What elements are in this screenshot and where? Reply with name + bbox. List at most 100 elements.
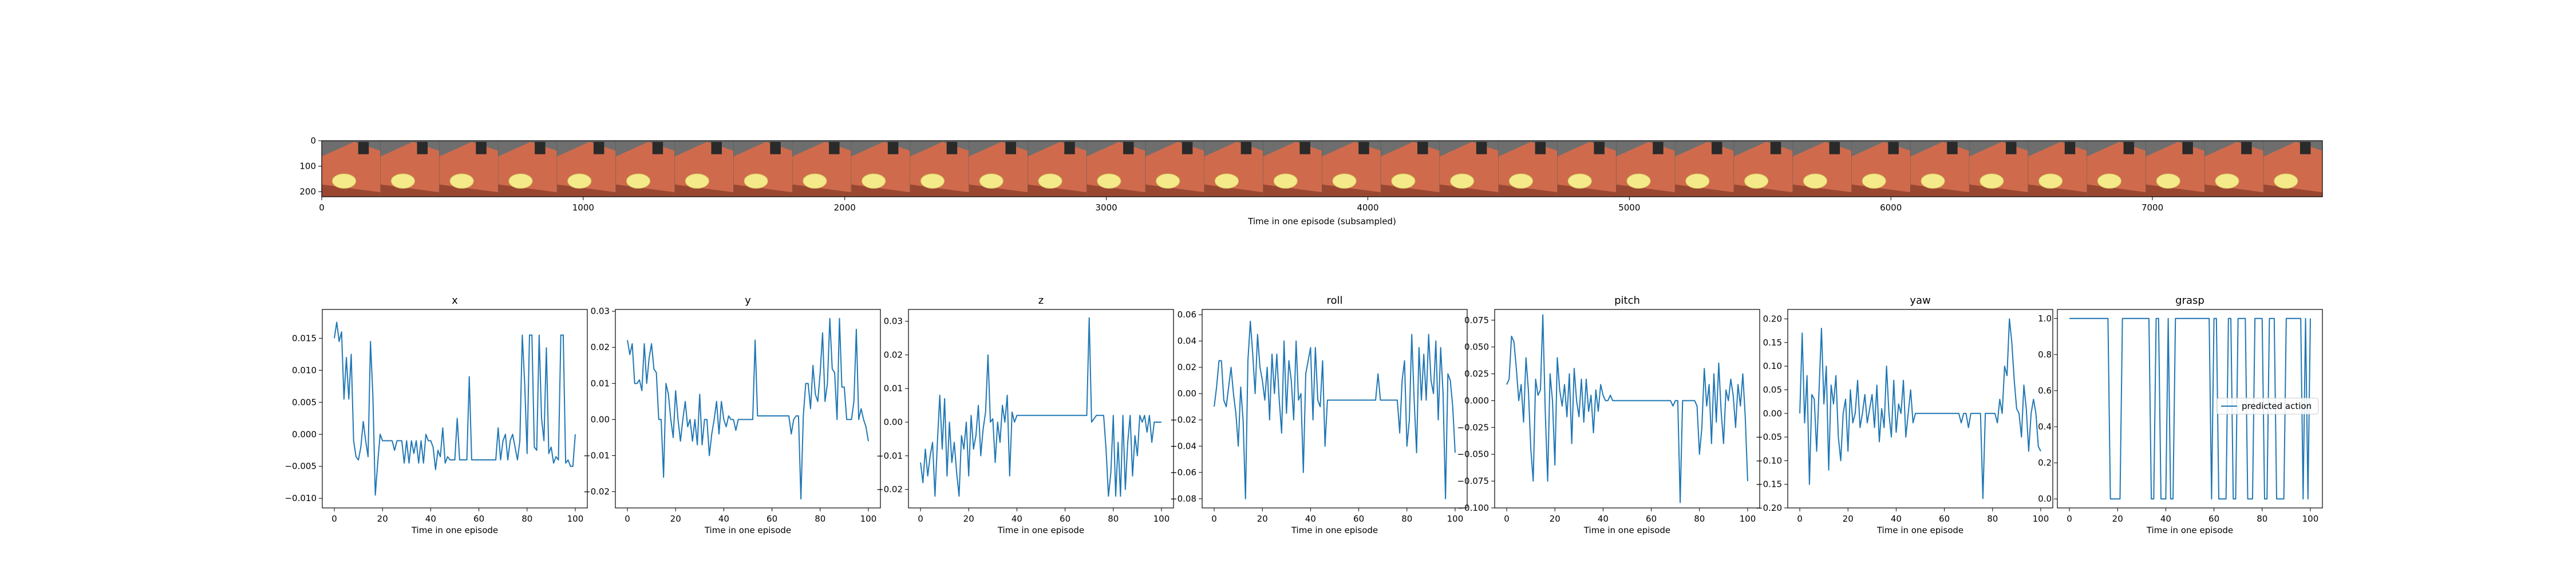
x-tick-label: 0 xyxy=(625,514,630,524)
legend-box xyxy=(2216,398,2319,415)
y-tick-label: −0.05 xyxy=(1756,432,1782,442)
x-tick-label: 40 xyxy=(1891,514,1902,524)
episode-frame xyxy=(2204,141,2264,197)
x-tick-label: 60 xyxy=(1353,514,1364,524)
x-tick-label: 80 xyxy=(815,514,825,524)
episode-frame xyxy=(2087,141,2147,197)
y-tick-label: 0.6 xyxy=(2038,386,2052,396)
episode-frame xyxy=(1969,141,2029,197)
y-tick-label: 0.20 xyxy=(1763,314,1782,324)
episode-frame xyxy=(792,141,852,197)
y-tick-label: 0.025 xyxy=(1464,369,1489,379)
series-line-predicted-action xyxy=(920,317,1161,497)
plot-roll: 0 20 40 60 80 100 −0.08 −0.06 −0.04 −0.02 0.00 0.02… xyxy=(1170,295,1468,535)
plot-xlabel: Time in one episode xyxy=(997,525,1084,535)
x-tick-label: 100 xyxy=(567,514,584,524)
episode-frame xyxy=(851,141,911,197)
episode-frame xyxy=(1792,141,1852,197)
x-tick-label: 0 xyxy=(1211,514,1217,524)
episode-frame xyxy=(733,141,793,197)
x-tick-label: 80 xyxy=(2257,514,2267,524)
y-tick-label: 0.005 xyxy=(292,397,317,407)
x-tick-label: 40 xyxy=(2160,514,2171,524)
y-tick-label: 0.02 xyxy=(591,342,610,352)
x-tick-label: 100 xyxy=(1740,514,1756,524)
plot-xlabel: Time in one episode xyxy=(1876,525,1963,535)
action-plots: 0 20 40 60 80 100−0.010−0.0050.0000.0050.0100… xyxy=(285,295,2323,535)
y-tick-label: 0.00 xyxy=(1763,408,1782,419)
strip-y-tick-label: 0 xyxy=(310,136,316,146)
episode-frame xyxy=(2263,141,2322,197)
y-tick-label: 0.000 xyxy=(292,429,317,439)
y-tick-label: 0.050 xyxy=(1464,342,1489,352)
episode-frame xyxy=(1322,141,1381,197)
y-tick-label: −0.06 xyxy=(1170,467,1196,478)
x-tick-label: 80 xyxy=(1694,514,1705,524)
episode-frame xyxy=(1910,141,1970,197)
episode-frame xyxy=(910,141,970,197)
x-tick-label: 100 xyxy=(1447,514,1464,524)
x-tick-label: 0 xyxy=(331,514,337,524)
plot-title: y xyxy=(745,295,751,307)
episode-frame xyxy=(1381,141,1440,197)
plot-xlabel: Time in one episode xyxy=(2146,525,2233,535)
y-tick-label: −0.02 xyxy=(876,484,903,495)
episode-frame xyxy=(322,141,381,197)
x-tick-label: 20 xyxy=(1843,514,1854,524)
x-tick-label: 80 xyxy=(521,514,532,524)
episode-frame xyxy=(1675,141,1735,197)
y-tick-label: 0.00 xyxy=(884,417,903,427)
plot-frame xyxy=(908,309,1174,509)
y-tick-label: 0.8 xyxy=(2038,349,2052,360)
plot-title: z xyxy=(1038,295,1044,307)
x-tick-label: 40 xyxy=(1012,514,1022,524)
y-tick-label: 0.03 xyxy=(591,306,610,316)
episode-frame xyxy=(1086,141,1146,197)
y-tick-label: −0.100 xyxy=(1457,503,1489,513)
episode-frame xyxy=(1734,141,1793,197)
strip-x-tick-label: 1000 xyxy=(572,202,594,213)
strip-x-tick-label: 4000 xyxy=(1357,202,1378,213)
y-tick-label: 0.00 xyxy=(591,414,610,424)
strip-x-tick-label: 6000 xyxy=(1880,202,1902,213)
y-tick-label: −0.04 xyxy=(1170,441,1196,451)
y-tick-label: 0.4 xyxy=(2038,422,2052,432)
x-tick-label: 40 xyxy=(1598,514,1609,524)
y-tick-label: −0.20 xyxy=(1756,503,1782,513)
y-tick-label: −0.10 xyxy=(1756,455,1782,466)
y-tick-label: −0.15 xyxy=(1756,479,1782,490)
series-line-predicted-action xyxy=(1799,318,2041,499)
episode-frame xyxy=(1440,141,1499,197)
y-tick-label: −0.02 xyxy=(583,487,610,497)
series-line-predicted-action xyxy=(1506,314,1748,503)
strip-y-ticks: 0 100 200 xyxy=(299,136,322,197)
x-tick-label: 0 xyxy=(918,514,923,524)
x-tick-label: 20 xyxy=(1257,514,1268,524)
episode-frame xyxy=(969,141,1029,197)
y-tick-label: 0.0 xyxy=(2038,494,2052,504)
episode-frame xyxy=(1616,141,1676,197)
x-tick-label: 100 xyxy=(2033,514,2049,524)
strip-x-tick-label: 3000 xyxy=(1095,202,1117,213)
episode-frame xyxy=(498,141,558,197)
strip-y-tick-label: 200 xyxy=(299,186,316,197)
plot-yaw: 0 20 40 60 80 100 −0.20 −0.15 −0.10 −0.05 0.00 0.05… xyxy=(1756,295,2053,535)
episode-strip: 0 1000 2000 3000 4000 5000 6000 7000 0 100 200 Ti… xyxy=(299,136,2323,227)
x-tick-label: 40 xyxy=(718,514,729,524)
plot-frame xyxy=(322,309,588,509)
plot-grasp: 0 20 40 60 80 100 0.0 0.2 0.4 0.6 0.8 1.0 grasp Time … xyxy=(2038,295,2323,535)
plot-xlabel: Time in one episode xyxy=(1583,525,1670,535)
x-tick-label: 80 xyxy=(1108,514,1119,524)
episode-frame xyxy=(2028,141,2088,197)
episode-frame xyxy=(439,141,499,197)
y-tick-label: 0.02 xyxy=(1178,362,1196,372)
episode-frame xyxy=(1204,141,1264,197)
x-tick-label: 60 xyxy=(1646,514,1657,524)
x-tick-label: 60 xyxy=(1939,514,1950,524)
strip-x-ticks: 0 1000 2000 3000 4000 5000 6000 7000 xyxy=(319,197,2163,213)
episode-frame xyxy=(2146,141,2205,197)
y-tick-label: −0.01 xyxy=(583,451,610,461)
plot-title: pitch xyxy=(1614,295,1640,307)
x-tick-label: 60 xyxy=(2208,514,2219,524)
